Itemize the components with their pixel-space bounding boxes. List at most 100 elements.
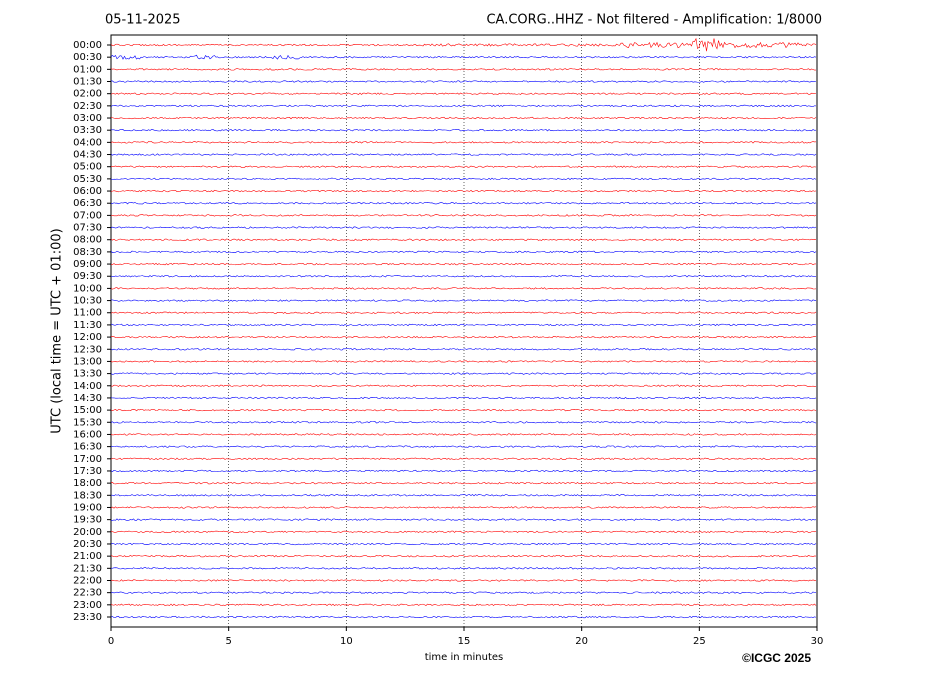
y-tick-label: 08:00 (73, 235, 102, 246)
y-tick-label: 14:00 (73, 381, 102, 392)
seismic-trace (110, 335, 817, 339)
seismic-trace (110, 104, 817, 108)
seismic-trace (110, 469, 817, 473)
y-tick-label: 20:30 (73, 539, 102, 550)
seismic-trace (110, 567, 817, 570)
seismic-trace (110, 433, 817, 436)
y-tick-label: 17:00 (73, 454, 102, 465)
seismic-trace (110, 202, 817, 205)
seismic-trace (110, 299, 817, 302)
y-tick-label: 02:30 (73, 101, 102, 112)
seismic-trace (110, 554, 817, 558)
plot-frame (110, 34, 818, 628)
y-tick-label: 00:30 (73, 52, 102, 63)
y-tick-label: 06:00 (73, 186, 102, 197)
x-tick-label: 30 (811, 636, 824, 647)
seismic-trace (110, 372, 817, 375)
x-tick-label: 15 (458, 636, 471, 647)
seismic-trace (110, 165, 817, 168)
seismic-trace (110, 445, 817, 448)
y-tick-label: 01:00 (73, 64, 102, 75)
seismic-trace (110, 275, 817, 278)
y-tick-label: 13:00 (73, 356, 102, 367)
seismic-trace (110, 54, 817, 60)
y-tick-label: 07:30 (73, 223, 102, 234)
y-tick-label: 11:30 (73, 320, 102, 331)
seismic-trace (110, 348, 817, 351)
seismic-trace (110, 250, 817, 254)
y-tick-label: 01:30 (73, 77, 102, 88)
x-tick-label: 10 (340, 636, 353, 647)
y-tick-label: 23:30 (73, 612, 102, 623)
seismic-trace (110, 591, 817, 594)
y-tick-label: 17:30 (73, 466, 102, 477)
y-tick-label: 02:00 (73, 89, 102, 100)
seismic-trace (110, 141, 817, 144)
seismic-trace (110, 262, 816, 266)
seismic-trace (110, 481, 817, 485)
y-tick-label: 19:00 (73, 502, 102, 513)
x-tick-label: 0 (108, 636, 114, 647)
chart-title: CA.CORG..HHZ - Not filtered - Amplificat… (486, 13, 822, 28)
y-tick-label: 05:30 (73, 174, 102, 185)
y-tick-label: 18:00 (73, 478, 102, 489)
y-tick-label: 22:00 (73, 575, 102, 586)
y-tick-label: 00:00 (73, 40, 102, 51)
x-tick-label: 5 (225, 636, 231, 647)
y-tick-label: 11:00 (73, 308, 102, 319)
x-tick-label: 25 (693, 636, 706, 647)
y-tick-label: 16:30 (73, 442, 102, 453)
seismic-trace (110, 37, 817, 52)
y-tick-label: 15:30 (73, 417, 102, 428)
y-tick-label: 22:30 (73, 588, 102, 599)
seismic-trace (110, 116, 817, 120)
seismic-trace (110, 384, 817, 387)
seismic-trace (110, 542, 817, 546)
y-tick-label: 12:30 (73, 344, 102, 355)
y-axis-label: UTC (local time = UTC + 01:00) (50, 228, 65, 433)
seismic-trace (110, 360, 817, 363)
y-tick-label: 10:30 (73, 296, 102, 307)
y-tick-label: 09:30 (73, 271, 102, 282)
seismic-trace (110, 311, 817, 314)
seismic-trace (110, 494, 817, 497)
seismic-trace (110, 457, 817, 460)
y-tick-label: 14:30 (73, 393, 102, 404)
seismic-trace (110, 129, 817, 132)
y-tick-label: 19:30 (73, 515, 102, 526)
seismic-trace (110, 92, 817, 95)
seismic-trace (110, 226, 817, 229)
y-tick-label: 12:00 (73, 332, 102, 343)
y-tick-label: 03:00 (73, 113, 102, 124)
seismic-trace (110, 506, 817, 509)
y-tick-label: 15:00 (73, 405, 102, 416)
y-tick-label: 20:00 (73, 527, 102, 538)
y-tick-label: 07:00 (73, 210, 102, 221)
y-tick-label: 08:30 (73, 247, 102, 258)
seismic-trace (110, 530, 817, 533)
x-axis-label: time in minutes (425, 652, 504, 663)
y-tick-label: 18:30 (73, 490, 102, 501)
seismic-trace (110, 323, 817, 327)
seismic-trace (110, 396, 817, 400)
seismic-trace (110, 603, 817, 607)
seismic-trace (110, 153, 817, 156)
y-tick-label: 13:30 (73, 369, 102, 380)
seismic-trace (110, 80, 817, 83)
seismic-trace (110, 518, 817, 521)
seismic-trace (110, 238, 817, 241)
x-tick-label: 20 (575, 636, 588, 647)
seismic-trace (110, 177, 817, 181)
y-tick-label: 04:30 (73, 150, 102, 161)
y-tick-label: 05:00 (73, 162, 102, 173)
copyright: ©ICGC 2025 (742, 651, 811, 665)
y-tick-label: 06:30 (73, 198, 102, 209)
y-tick-label: 09:00 (73, 259, 102, 270)
seismic-trace (110, 408, 817, 412)
y-tick-label: 23:00 (73, 600, 102, 611)
seismic-trace (110, 579, 817, 582)
date-label: 05-11-2025 (105, 13, 181, 28)
y-tick-label: 04:00 (73, 137, 102, 148)
seismic-trace (110, 615, 817, 619)
